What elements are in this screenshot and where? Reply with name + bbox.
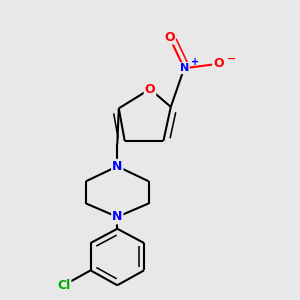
Text: Cl: Cl [57,279,70,292]
Text: N: N [112,160,122,173]
Text: −: − [227,54,236,64]
Text: O: O [164,31,175,44]
Text: O: O [145,82,155,96]
Text: +: + [191,57,200,67]
Text: N: N [112,210,122,224]
Text: O: O [213,57,224,70]
Text: N: N [180,63,189,73]
